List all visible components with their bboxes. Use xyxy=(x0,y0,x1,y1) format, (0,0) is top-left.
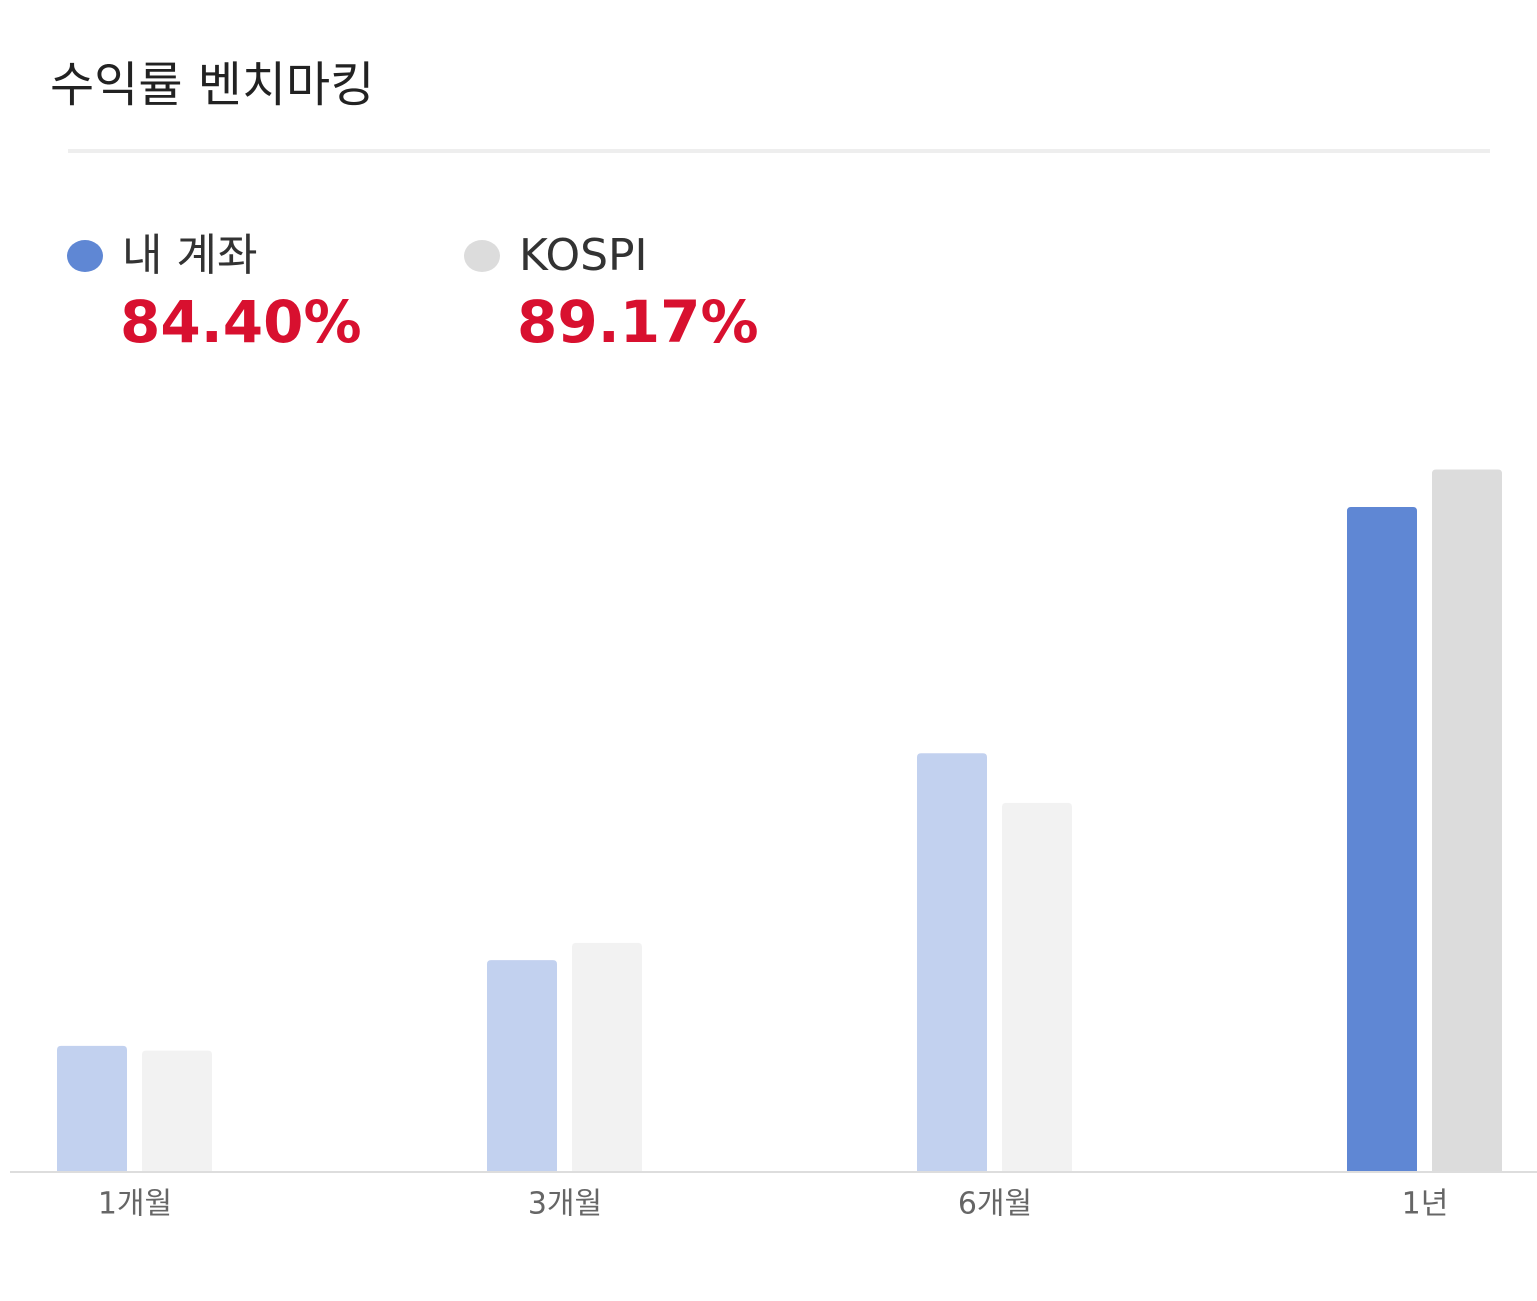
bar xyxy=(487,960,557,1171)
x-tick-label: 6개월 xyxy=(958,1187,1032,1222)
legend-label: 내 계좌 xyxy=(122,230,257,281)
x-tick-label: 1개월 xyxy=(98,1187,172,1222)
chart-title: 수익률 벤치마킹 xyxy=(50,57,374,113)
x-tick-label: 1년 xyxy=(1402,1187,1449,1222)
bar xyxy=(917,753,987,1171)
bar xyxy=(572,942,642,1171)
bar xyxy=(1347,507,1417,1171)
bar xyxy=(1432,469,1502,1172)
legend-marker xyxy=(464,240,500,272)
bar xyxy=(1002,802,1072,1171)
x-tick-label: 3개월 xyxy=(528,1187,602,1222)
bar xyxy=(142,1050,212,1171)
legend-value: 89.17% xyxy=(517,288,759,356)
legend-label: KOSPI xyxy=(519,230,648,281)
bar xyxy=(57,1045,127,1171)
legend-marker xyxy=(67,240,103,272)
legend-value: 84.40% xyxy=(120,288,362,356)
